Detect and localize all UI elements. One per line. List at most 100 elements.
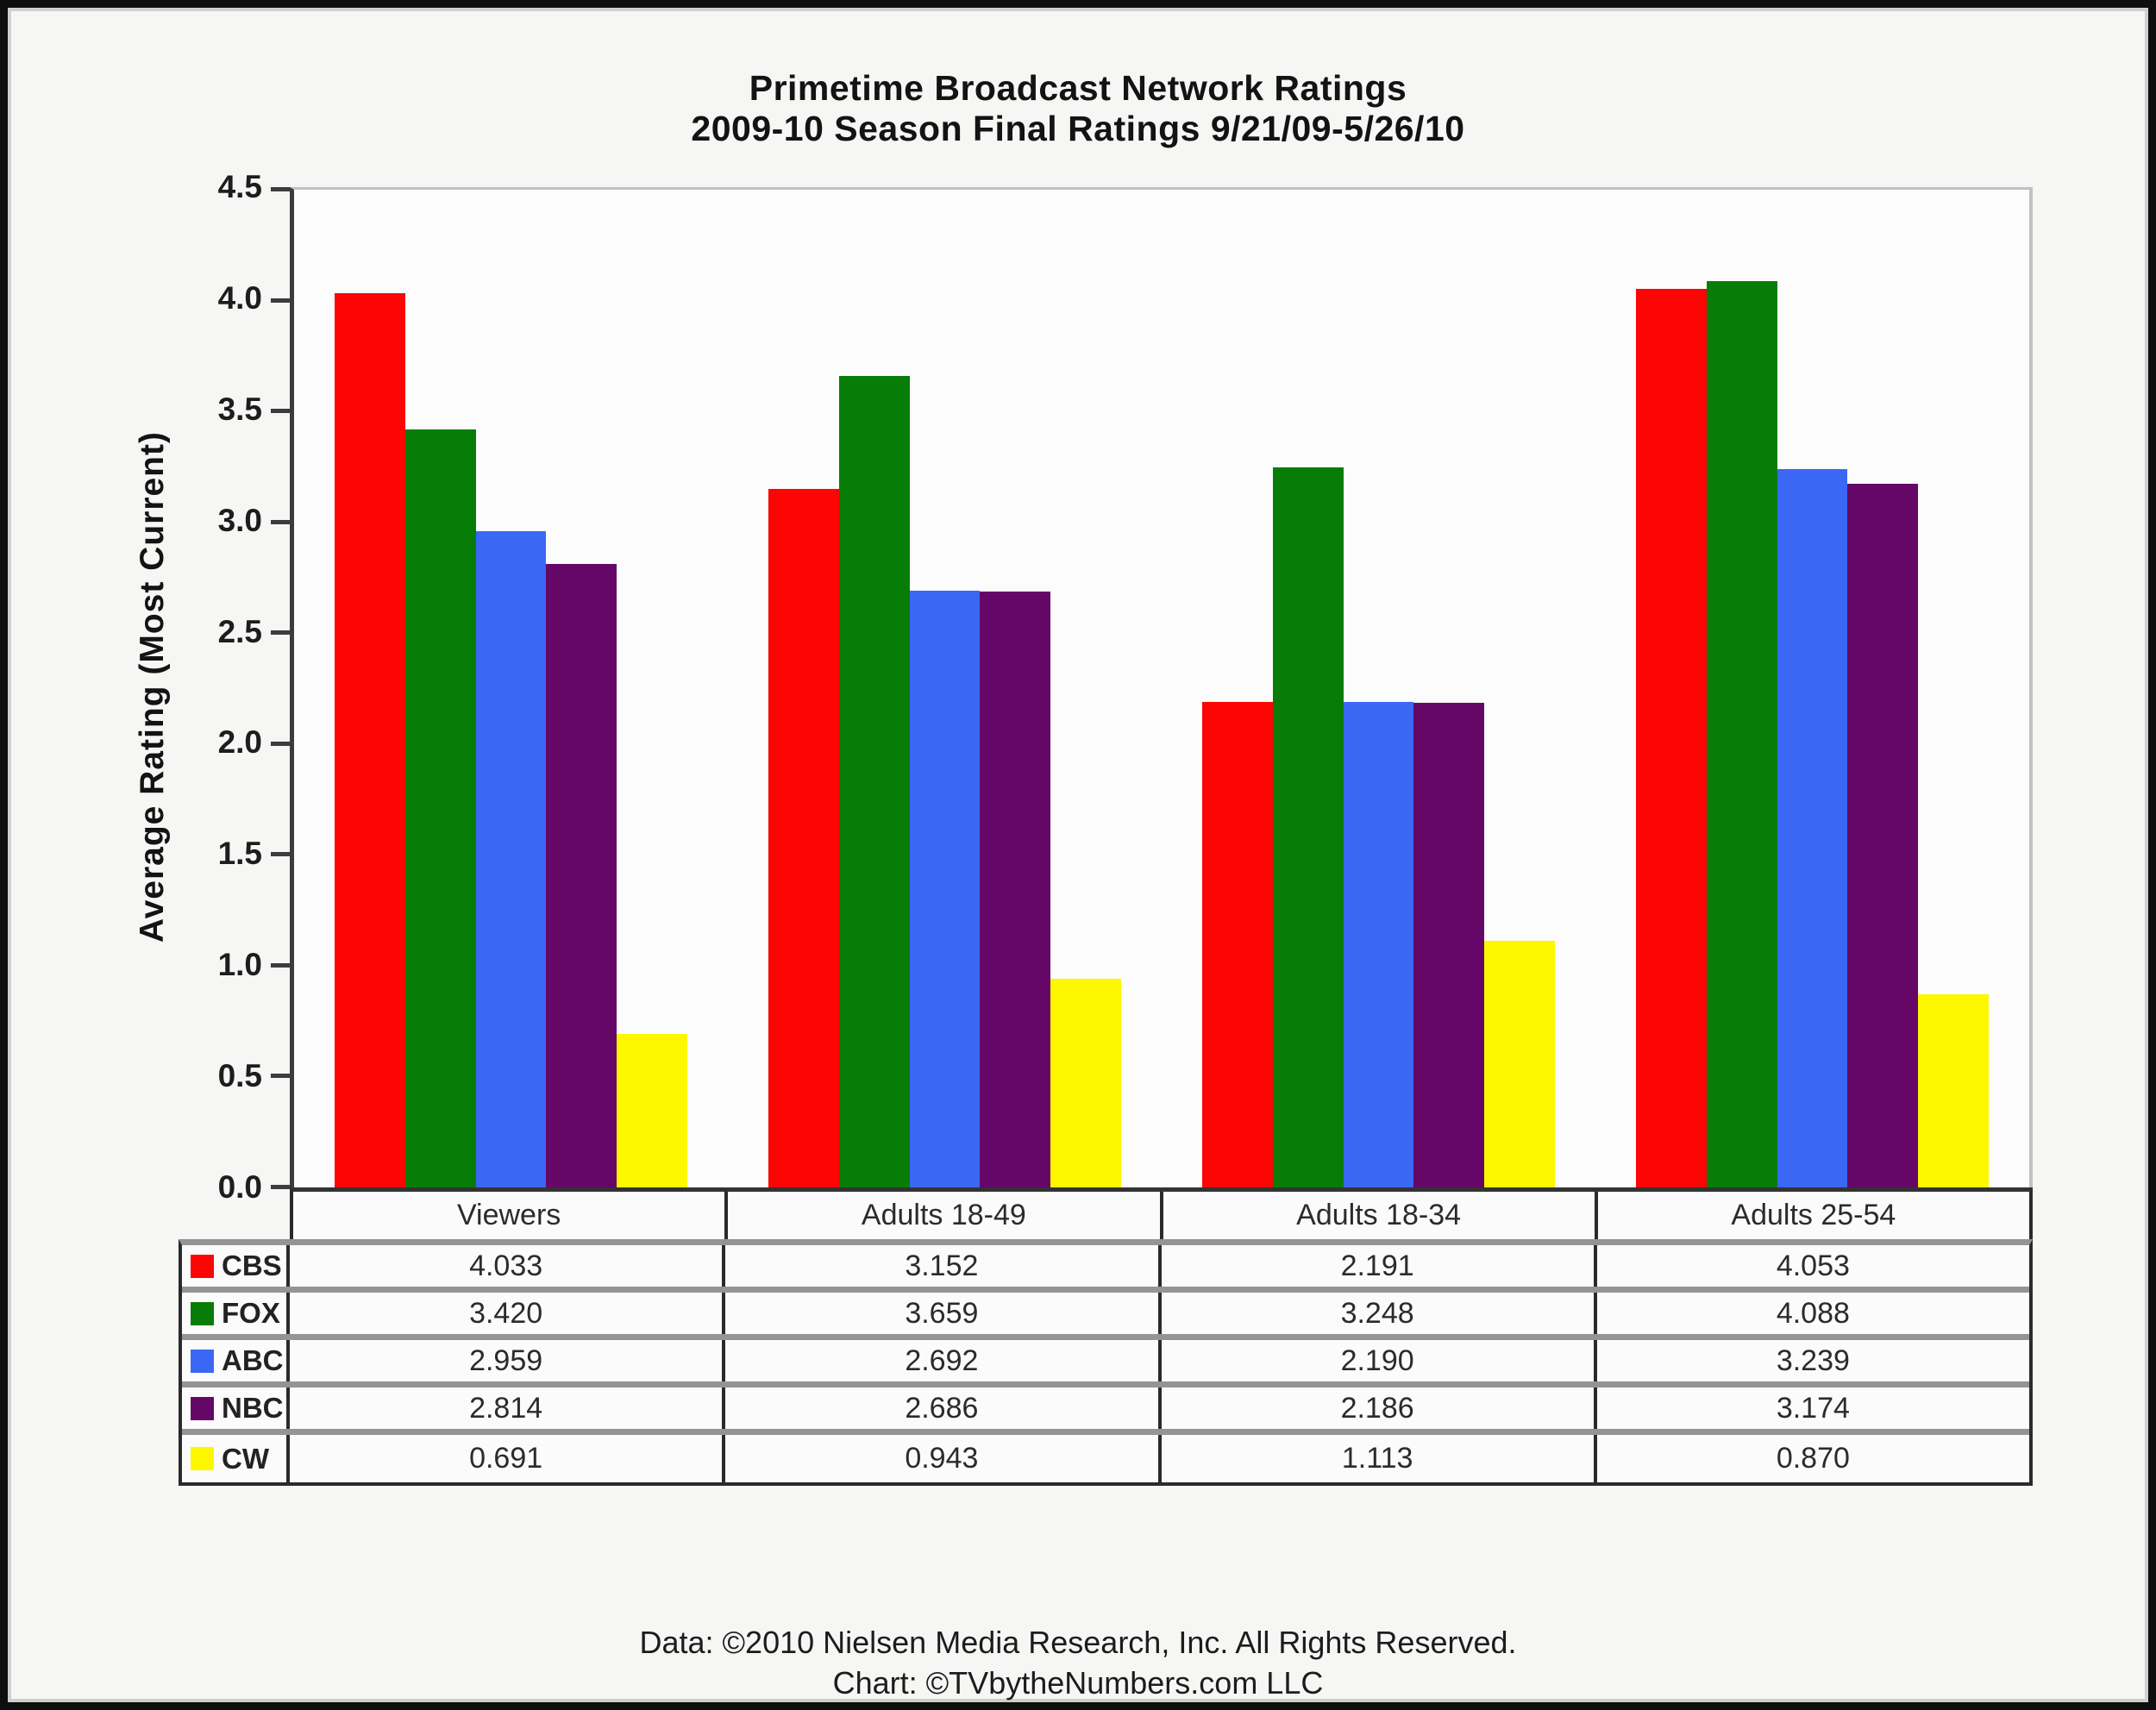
cell-cbs-adults-25-54: 4.053: [1776, 1249, 1850, 1282]
cell-fox-adults-18-49: 3.659: [725, 1293, 1162, 1334]
table-row-fox: FOX 3.420 3.659 3.248 4.088: [182, 1293, 2029, 1340]
cell-abc-adults-18-49: 2.692: [725, 1340, 1162, 1381]
y-tick-label-0-0: 0.0: [217, 1169, 262, 1205]
cell-nbc-adults-25-54: 3.174: [1776, 1391, 1850, 1425]
footer-line1: Data: ©2010 Nielsen Media Research, Inc.…: [639, 1625, 1517, 1660]
bar-nbc-adults-18-49: [980, 592, 1051, 1187]
legend-cbs: CBS: [182, 1245, 290, 1287]
y-tick-label-2-5: 2.5: [217, 613, 262, 649]
chart-title: Primetime Broadcast Network Ratings: [749, 68, 1407, 108]
bar-group-adults-18-34: [1162, 190, 1595, 1187]
legend-label-nbc: NBC: [222, 1392, 284, 1424]
legend-swatch-abc: [191, 1349, 214, 1373]
bar-abc-adults-25-54: [1777, 469, 1848, 1187]
y-tick-mark-2-5: [271, 630, 290, 636]
bar-cw-adults-25-54: [1918, 994, 1990, 1187]
chart-subtitle: 2009-10 Season Final Ratings 9/21/09-5/2…: [691, 109, 1465, 148]
footer-line2: Chart: ©TVbytheNumbers.com LLC: [832, 1665, 1324, 1701]
legend-label-fox: FOX: [222, 1297, 280, 1329]
table-body: CBS 4.033 3.152 2.191 4.053 FOX 3.420 3.659 3.24…: [179, 1239, 2033, 1486]
y-axis-tick-labels: 0.0 0.5 1.0 1.5 2.0 2.5 3.0 3.5 4.0 4.5: [146, 169, 262, 1205]
cell-fox-viewers: 3.420: [290, 1293, 726, 1334]
legend-abc: ABC: [182, 1340, 290, 1381]
y-tick-label-1-5: 1.5: [217, 836, 262, 872]
legend-nbc: NBC: [182, 1387, 290, 1429]
bar-groups: [294, 190, 2029, 1187]
chart-title-block: Primetime Broadcast Network Ratings 2009…: [8, 68, 2148, 149]
y-tick-mark-0-5: [271, 1074, 290, 1079]
legend-label-cw: CW: [222, 1442, 269, 1475]
cell-cw-adults-18-34: 1.113: [1162, 1435, 1597, 1482]
legend-cw: CW: [182, 1435, 290, 1482]
bar-nbc-viewers: [546, 563, 617, 1187]
legend-swatch-cw: [191, 1447, 214, 1470]
y-tick-mark-3-0: [271, 519, 290, 524]
bar-cw-adults-18-34: [1484, 940, 1556, 1187]
y-tick-label-4-5: 4.5: [217, 169, 262, 204]
y-tick-mark-0-0: [271, 1185, 290, 1189]
cell-nbc-adults-18-49: 2.686: [725, 1387, 1162, 1429]
cell-cbs-adults-18-34: 2.191: [1162, 1245, 1597, 1287]
data-table: Viewers Adults 18-49 Adults 18-34 Adults 25…: [179, 1187, 2033, 1486]
plot-area: [271, 187, 2033, 1189]
legend-label-abc: ABC: [222, 1344, 284, 1376]
bar-group-viewers: [294, 190, 728, 1187]
y-tick-mark-3-5: [271, 409, 290, 414]
cell-abc-viewers: 2.959: [290, 1340, 726, 1381]
bar-nbc-adults-18-34: [1413, 702, 1485, 1187]
bar-fox-adults-25-54: [1706, 280, 1777, 1187]
legend-swatch-nbc: [191, 1396, 214, 1420]
bar-abc-adults-18-34: [1343, 701, 1414, 1187]
y-tick-label-0-5: 0.5: [217, 1058, 262, 1094]
bar-cbs-adults-18-34: [1201, 701, 1273, 1187]
bar-nbc-adults-25-54: [1847, 483, 1919, 1187]
y-tick-label-4-0: 4.0: [217, 279, 262, 316]
legend-swatch-cbs: [191, 1254, 214, 1278]
legend-fox: FOX: [182, 1293, 290, 1334]
legend-swatch-fox: [191, 1301, 214, 1325]
y-tick-label-1-0: 1.0: [217, 947, 262, 983]
y-tick-mark-4-0: [271, 298, 290, 303]
table-row-cw: CW 0.691 0.943 1.113 0.870: [182, 1435, 2029, 1482]
table-header-viewers: Viewers: [293, 1192, 729, 1239]
bar-fox-adults-18-34: [1272, 467, 1344, 1187]
cell-abc-adults-18-34: 2.190: [1162, 1340, 1597, 1381]
y-tick-mark-4-5: [271, 187, 290, 191]
cell-cw-viewers: 0.691: [290, 1435, 726, 1482]
cell-fox-adults-18-34: 3.248: [1162, 1293, 1597, 1334]
table-row-cbs: CBS 4.033 3.152 2.191 4.053: [182, 1245, 2029, 1293]
y-tick-label-3-0: 3.0: [217, 502, 262, 538]
table-header-adults-25-54: Adults 25-54: [1731, 1199, 1896, 1231]
bar-fox-viewers: [404, 429, 476, 1187]
bar-cbs-viewers: [334, 293, 405, 1187]
bar-abc-adults-18-49: [909, 590, 981, 1187]
y-tick-label-3-5: 3.5: [217, 391, 262, 427]
cell-cbs-adults-18-49: 3.152: [725, 1245, 1162, 1287]
bar-fox-adults-18-49: [838, 376, 910, 1187]
bar-group-adults-25-54: [1595, 190, 2029, 1187]
table-row-nbc: NBC 2.814 2.686 2.186 3.174: [182, 1387, 2029, 1435]
bar-cw-adults-18-49: [1050, 978, 1122, 1187]
legend-label-cbs: CBS: [222, 1250, 282, 1281]
y-tick-label-2-0: 2.0: [217, 724, 262, 761]
footer: Data: ©2010 Nielsen Media Research, Inc.…: [8, 1622, 2148, 1702]
bar-group-adults-18-49: [728, 190, 1162, 1187]
bar-cbs-adults-25-54: [1635, 288, 1707, 1187]
y-tick-mark-1-5: [271, 852, 290, 857]
table-header-adults-18-34: Adults 18-34: [1163, 1192, 1598, 1239]
cell-cbs-viewers: 4.033: [290, 1245, 726, 1287]
bar-cw-viewers: [617, 1034, 688, 1187]
cell-fox-adults-25-54: 4.088: [1776, 1296, 1850, 1330]
table-header-adults-18-49: Adults 18-49: [728, 1192, 1163, 1239]
cell-abc-adults-25-54: 3.239: [1776, 1344, 1850, 1377]
y-tick-mark-2-0: [271, 741, 290, 746]
cell-nbc-adults-18-34: 2.186: [1162, 1387, 1597, 1429]
table-row-abc: ABC 2.959 2.692 2.190 3.239: [182, 1340, 2029, 1387]
bar-cbs-adults-18-49: [768, 488, 839, 1187]
cell-nbc-viewers: 2.814: [290, 1387, 726, 1429]
y-tick-mark-1-0: [271, 962, 290, 968]
bar-abc-viewers: [475, 531, 547, 1187]
table-header-row: Viewers Adults 18-49 Adults 18-34 Adults 25…: [290, 1187, 2033, 1239]
cell-cw-adults-18-49: 0.943: [725, 1435, 1162, 1482]
